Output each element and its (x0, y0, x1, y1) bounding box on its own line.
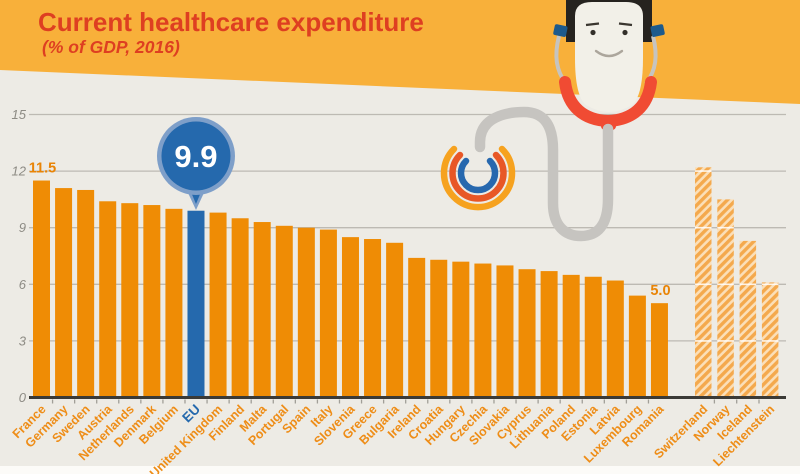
bar-slovakia (496, 265, 514, 399)
bar-luxembourg (628, 295, 646, 399)
stethoscope-earpiece-left (553, 24, 568, 37)
bar-switzerland (695, 167, 712, 399)
bar-iceland (739, 240, 757, 399)
y-tick-label-3: 3 (19, 333, 27, 348)
chestpiece-arc-middle (449, 151, 507, 202)
bar-bulgaria (386, 242, 404, 399)
value-label-romania: 5.0 (650, 283, 670, 299)
bar-eu (187, 210, 205, 399)
value-label-france: 11.5 (29, 161, 56, 177)
callout-circle (161, 121, 231, 191)
doctor-eyebrow-right (618, 22, 633, 27)
doctor-eye-left (590, 29, 596, 36)
y-tick-label-9: 9 (19, 220, 26, 235)
bar-italy (319, 229, 337, 399)
bar-chart: FranceGermanySwedenAustriaNetherlandsDen… (10, 117, 786, 474)
stethoscope-earpiece-right (650, 24, 665, 37)
bar-denmark (143, 205, 161, 399)
bar-poland (562, 274, 580, 399)
footer-strip (0, 466, 800, 474)
bar-finland (231, 218, 249, 399)
eu-callout-bubble: 9.9 (156, 117, 235, 210)
bar-spain (297, 227, 315, 399)
bar-hungary (452, 261, 470, 399)
bar-czechia (474, 263, 492, 399)
y-tick-label-0: 0 (19, 390, 27, 405)
chestpiece-arc-inner (457, 157, 499, 194)
bar-united-kingdom (209, 212, 227, 399)
bar-ireland (408, 257, 426, 399)
doctor-illustration (440, 0, 665, 242)
bar-norway (717, 199, 734, 399)
bar-sweden (77, 189, 95, 399)
page-title: Current healthcare expenditure (38, 7, 424, 37)
bar-portugal (275, 225, 293, 399)
bar-slovenia (341, 237, 359, 399)
bar-germany (55, 188, 73, 399)
page-subtitle: (% of GDP, 2016) (42, 37, 180, 57)
y-tick-label-15: 15 (12, 107, 27, 122)
bar-lithuania (540, 271, 558, 399)
bar-romania (650, 303, 668, 399)
bar-latvia (606, 280, 624, 399)
stethoscope-main-tube (474, 106, 614, 242)
y-tick-label-6: 6 (19, 277, 27, 292)
chestpiece-arc-outer (440, 145, 516, 211)
bar-greece (364, 239, 382, 399)
bar-cyprus (518, 269, 536, 399)
bar-malta (253, 222, 271, 399)
bar-france (33, 180, 50, 399)
doctor-eye-right (622, 29, 628, 36)
doctor-smile (594, 49, 624, 58)
bar-croatia (430, 259, 448, 399)
doctor-eyebrow-left (585, 22, 600, 27)
bar-austria (99, 201, 117, 399)
bar-estonia (584, 276, 602, 399)
bar-netherlands (121, 203, 139, 399)
bar-belgium (165, 208, 183, 399)
callout-value: 9.9 (174, 139, 217, 174)
y-tick-label-12: 12 (12, 164, 27, 179)
